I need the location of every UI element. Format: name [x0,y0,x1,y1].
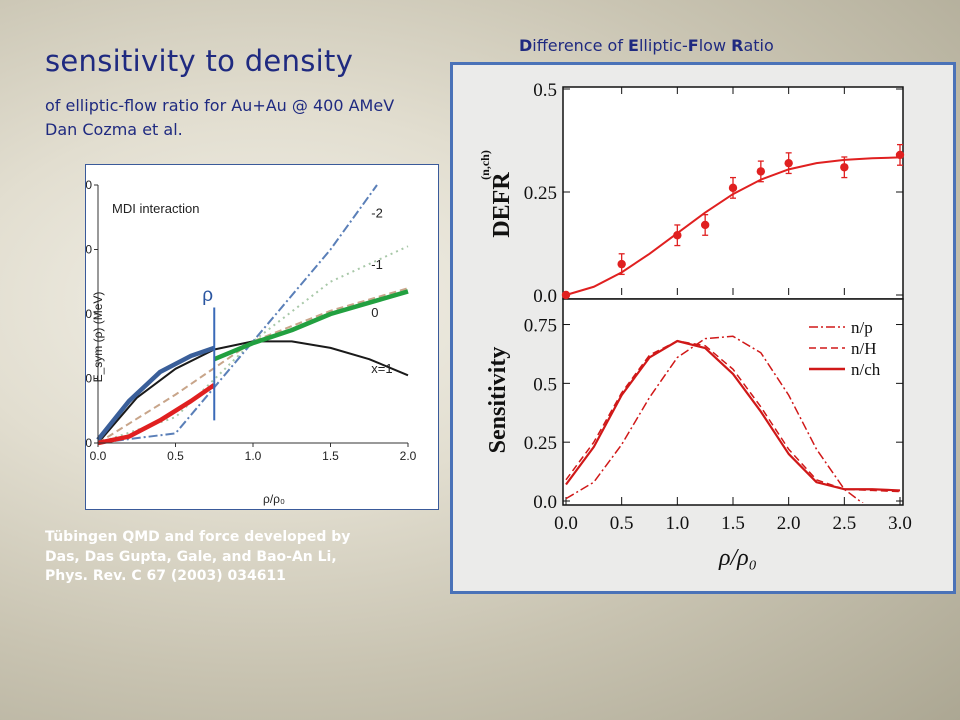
defr-chart: 0.0 0.25 0.5 0.0 0.25 0.5 0.75 0.0 0.5 1.0 1.5 2.0… [478,80,912,571]
defr-y-tick-label: 0.5 [533,80,557,101]
sens-x-tick-label: 1.0 [665,513,689,534]
defr-y-tick-label: 0.25 [524,183,557,204]
defr-chart-panel: 0.0 0.25 0.5 0.0 0.25 0.5 0.75 0.0 0.5 1.0 1.5 2.0… [450,62,956,594]
y-tick-label: 0 [86,436,92,450]
defr-point [840,163,849,172]
x-tick-label: 1.5 [322,449,339,463]
defr-point [756,167,766,176]
defr-y-label-sup: (n,ch) [478,150,492,180]
series-label: 0 [371,305,378,320]
defr-point [895,150,905,160]
series-label: -2 [371,205,383,220]
subtitle-line-1: of elliptic-flow ratio for Au+Au @ 400 A… [45,96,395,115]
x-axis-label: ρ/ρ₀ [263,492,285,506]
reference-caption: Tübingen QMD and force developed by Das,… [45,528,350,587]
defr-y-label: DEFR [489,172,515,238]
esym-series-0 [97,287,409,444]
sensitivity-series-n-p [565,335,864,503]
esym-chart: x=10-1-2 0.00.51.01.52.0020406080 MDI in… [79,178,417,506]
esym-series-2 [97,184,378,444]
sens-x-tick-label: 3.0 [888,513,912,534]
esym-series-5 [97,383,216,446]
defr-point [673,231,682,240]
caption-line-3: Phys. Rev. C 67 (2003) 034611 [45,568,286,584]
sensitivity-y-label: Sensitivity [485,347,511,454]
sens-x-tick-label: 2.0 [777,513,801,534]
sens-x-tick-label: 1.5 [721,513,745,534]
x-tick-label: 1.0 [245,449,262,463]
defr-point [700,220,710,230]
right-chart-title: Difference of Elliptic-Flow Ratio [519,36,774,55]
sensitivity-legend: n/p n/H n/ch [809,318,881,379]
sens-x-tick-label: 2.5 [832,513,856,534]
sensitivity-series-n-H [565,340,901,493]
esym-chart-panel: x=10-1-2 0.00.51.01.52.0020406080 MDI in… [79,164,439,510]
mdi-annotation: MDI interaction [112,201,199,216]
y-tick-label: 60 [86,243,92,257]
sens-y-tick-label: 0.5 [533,374,557,395]
sens-y-tick-label: 0.0 [533,492,557,513]
series-label: -1 [371,257,383,272]
sens-x-tick-label: 0.5 [610,513,634,534]
esym-series-6 [213,289,409,362]
x-tick-label: 0.0 [90,449,107,463]
y-axis-label: E_sym (ρ) (MeV) [91,292,105,383]
y-tick-label: 80 [86,178,92,192]
density-marker-label: ρ [202,285,213,306]
defr-point [728,183,738,193]
defr-point [617,259,626,269]
caption-line-2: Das, Das Gupta, Gale, and Bao-An Li, [45,548,337,565]
sens-x-tick-label: 0.0 [554,513,578,534]
defr-point [561,290,571,300]
x-tick-label: 0.5 [167,449,184,463]
legend-label: n/ch [851,360,881,379]
esym-series-4 [96,345,215,442]
sens-y-tick-label: 0.75 [524,316,557,337]
caption-line-1: Tübingen QMD and force developed by [45,529,351,545]
slide-subtitle: of elliptic-flow ratio for Au+Au @ 400 A… [45,94,394,142]
sens-y-tick-label: 0.25 [524,433,557,454]
sensitivity-series-n-ch [565,339,901,492]
slide-title: sensitivity to density [45,44,354,78]
subtitle-line-2: Dan Cozma et al. [45,120,183,139]
legend-label: n/H [851,339,877,358]
legend-label: n/p [851,318,873,337]
x-tick-label: 2.0 [400,449,417,463]
defr-point [784,158,793,168]
defr-y-tick-label: 0.0 [533,286,557,307]
series-label: x=1 [371,361,392,376]
rho-x-label: ρ/ρ₀ [718,545,757,571]
